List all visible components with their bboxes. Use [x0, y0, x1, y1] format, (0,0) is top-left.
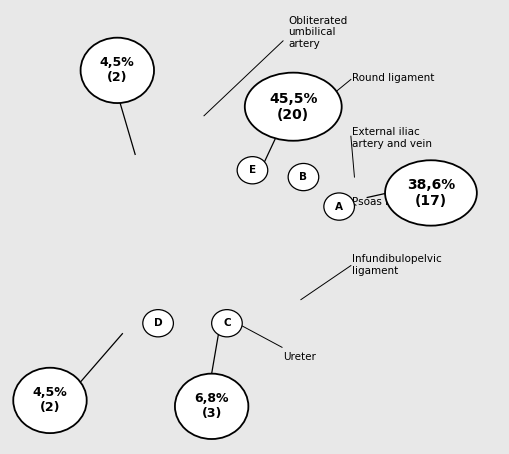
Circle shape — [211, 310, 242, 337]
Circle shape — [13, 368, 87, 433]
Text: Ureter: Ureter — [282, 352, 315, 362]
Text: Obliterated
umbilical
artery: Obliterated umbilical artery — [288, 16, 347, 49]
Text: Infundibulopelvic
ligament: Infundibulopelvic ligament — [351, 254, 441, 276]
Text: 4,5%
(2): 4,5% (2) — [100, 56, 134, 84]
Text: 6,8%
(3): 6,8% (3) — [194, 392, 229, 420]
Text: D: D — [154, 318, 162, 328]
Ellipse shape — [244, 73, 341, 141]
Circle shape — [288, 163, 318, 191]
Text: A: A — [334, 202, 343, 212]
Circle shape — [143, 310, 173, 337]
Circle shape — [80, 38, 154, 103]
Text: 38,6%
(17): 38,6% (17) — [406, 178, 454, 208]
Text: 4,5%
(2): 4,5% (2) — [33, 386, 67, 415]
Text: External iliac
artery and vein: External iliac artery and vein — [351, 127, 431, 149]
Text: C: C — [223, 318, 230, 328]
Circle shape — [323, 193, 354, 220]
Circle shape — [175, 374, 248, 439]
Text: Psoas muscle: Psoas muscle — [351, 197, 421, 207]
Circle shape — [237, 157, 267, 184]
Text: B: B — [299, 172, 307, 182]
Text: E: E — [248, 165, 256, 175]
Text: Round ligament: Round ligament — [351, 73, 434, 83]
Text: 45,5%
(20): 45,5% (20) — [268, 92, 317, 122]
Ellipse shape — [384, 160, 476, 226]
